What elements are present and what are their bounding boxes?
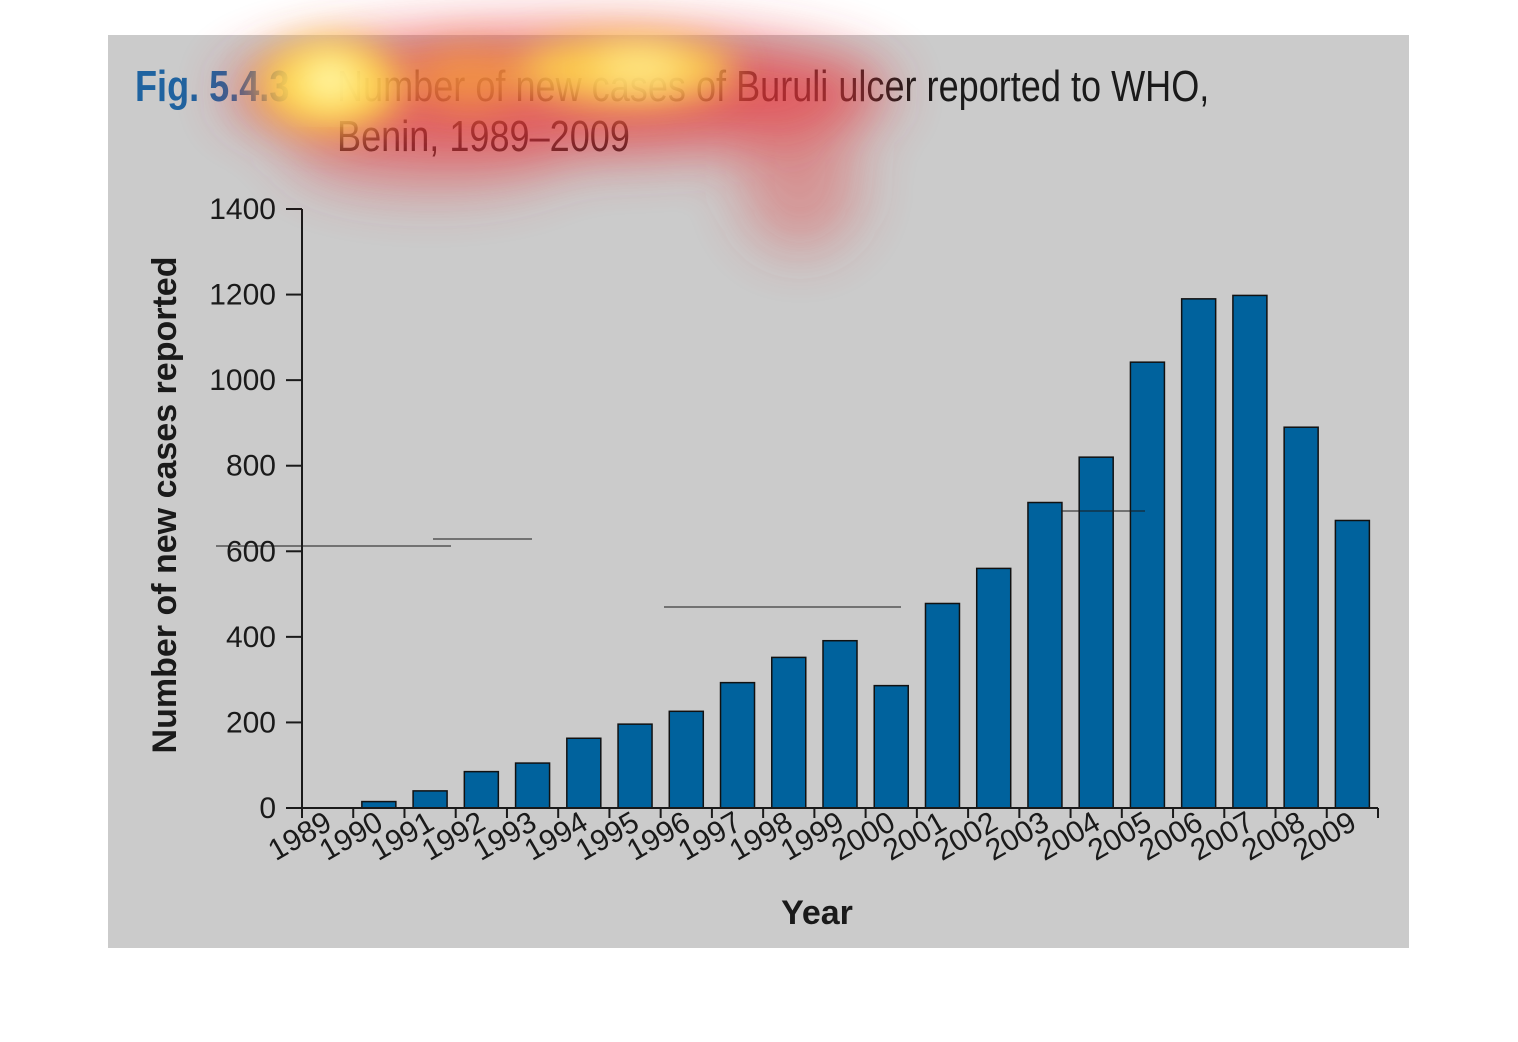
bar-2009 [1334, 519, 1371, 809]
bar-1991 [412, 790, 448, 809]
bar-1993 [514, 762, 551, 809]
bar-2007 [1232, 294, 1268, 809]
bar-1992 [463, 770, 500, 809]
y-axis-ticks: 0 200 400 600 800 1000 1200 1400 [209, 193, 302, 825]
bar-2001 [924, 602, 961, 809]
y-tick-label: 200 [226, 706, 276, 739]
x-axis-title: Year [781, 894, 853, 932]
axes [301, 209, 1378, 809]
y-tick-label: 0 [259, 792, 276, 825]
bar-1997 [719, 681, 756, 809]
y-tick-label: 800 [226, 450, 276, 483]
bar-2002 [975, 567, 1012, 809]
bar-2003 [1027, 501, 1063, 809]
y-axis-title: Number of new cases reported [146, 257, 184, 754]
bar-2004 [1078, 456, 1114, 809]
bar-series [361, 294, 1371, 809]
annotation-lines [216, 510, 1145, 608]
bar-1998 [771, 656, 807, 809]
y-tick-label: 1400 [209, 193, 276, 226]
bar-1996 [668, 710, 705, 809]
x-axis-ticks: 1989199019911992199319941995199619971998… [263, 805, 1379, 867]
bar-2000 [873, 684, 909, 809]
bar-1994 [566, 737, 602, 809]
bar-1995 [617, 723, 653, 809]
bar-1999 [822, 639, 858, 809]
y-tick-label: 400 [226, 621, 276, 654]
bar-2006 [1180, 298, 1217, 809]
y-tick-label: 600 [226, 535, 276, 568]
bar-2005 [1129, 361, 1166, 809]
y-tick-label: 1200 [209, 279, 276, 312]
y-tick-label: 1000 [209, 364, 276, 397]
bar-2008 [1283, 426, 1319, 809]
